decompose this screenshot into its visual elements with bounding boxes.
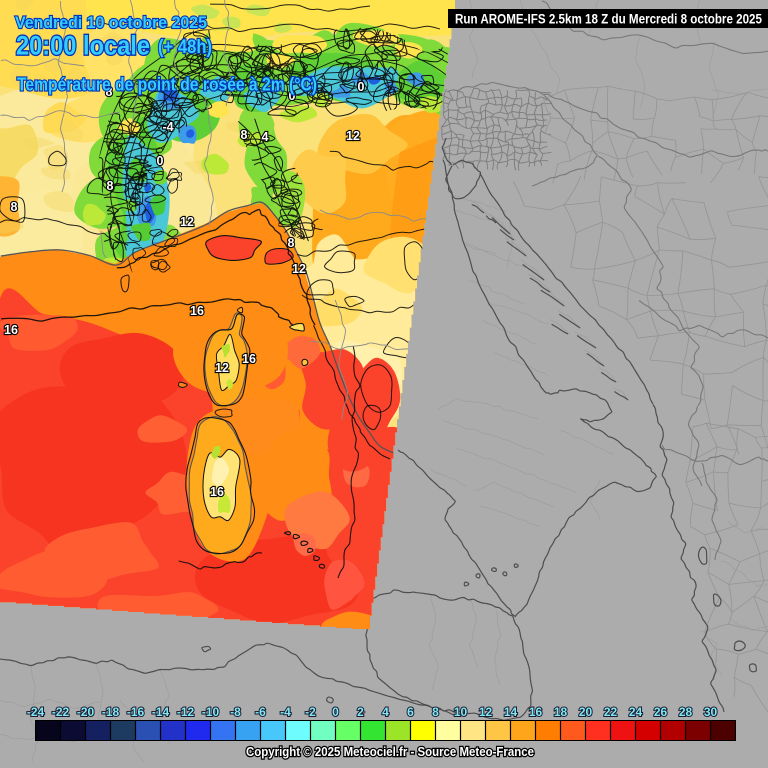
- svg-text:-4: -4: [162, 120, 173, 134]
- svg-text:Vendredi 10 octobre 2025: Vendredi 10 octobre 2025: [15, 13, 207, 32]
- svg-text:8: 8: [288, 236, 295, 250]
- svg-text:22: 22: [604, 705, 618, 719]
- svg-text:-12: -12: [177, 705, 195, 719]
- svg-text:8: 8: [107, 179, 114, 193]
- svg-text:16: 16: [4, 323, 18, 337]
- svg-text:-24: -24: [27, 705, 45, 719]
- svg-text:-8: -8: [230, 705, 241, 719]
- svg-text:0: 0: [358, 80, 365, 94]
- svg-text:6: 6: [407, 705, 414, 719]
- svg-text:-16: -16: [127, 705, 145, 719]
- svg-text:24: 24: [629, 705, 643, 719]
- svg-text:2: 2: [357, 705, 364, 719]
- svg-text:0: 0: [332, 705, 339, 719]
- svg-text:16: 16: [210, 485, 224, 499]
- svg-text:16: 16: [529, 705, 543, 719]
- svg-text:12: 12: [346, 129, 360, 143]
- svg-text:-18: -18: [102, 705, 120, 719]
- svg-text:Température de point de rosée: Température de point de rosée à 2m (°C): [17, 75, 317, 95]
- svg-text:0: 0: [157, 154, 164, 168]
- svg-text:-4: -4: [280, 705, 291, 719]
- svg-text:Run AROME-IFS 2.5km 18 Z du Me: Run AROME-IFS 2.5km 18 Z du Mercredi 8 o…: [455, 12, 762, 27]
- svg-text:20:00 locale: 20:00 locale: [16, 31, 150, 61]
- svg-text:4: 4: [382, 705, 389, 719]
- svg-text:-22: -22: [52, 705, 70, 719]
- svg-text:Copyright © 2025 Meteociel.fr: Copyright © 2025 Meteociel.fr - Source M…: [246, 745, 534, 759]
- svg-text:12: 12: [215, 361, 229, 375]
- svg-text:26: 26: [654, 705, 668, 719]
- svg-text:12: 12: [180, 215, 194, 229]
- svg-text:20: 20: [579, 705, 593, 719]
- svg-text:16: 16: [190, 304, 204, 318]
- svg-text:10: 10: [454, 705, 468, 719]
- svg-text:-10: -10: [202, 705, 220, 719]
- svg-text:28: 28: [679, 705, 693, 719]
- svg-text:0: 0: [289, 89, 296, 103]
- svg-text:8: 8: [432, 705, 439, 719]
- svg-text:8: 8: [11, 200, 18, 214]
- svg-text:8: 8: [106, 85, 113, 99]
- svg-text:12: 12: [292, 262, 306, 276]
- svg-text:14: 14: [504, 705, 518, 719]
- svg-text:16: 16: [242, 352, 256, 366]
- svg-text:-14: -14: [152, 705, 170, 719]
- svg-text:8: 8: [241, 128, 248, 142]
- svg-text:30: 30: [704, 705, 718, 719]
- svg-text:(+ 48h): (+ 48h): [158, 37, 212, 58]
- svg-text:-20: -20: [77, 705, 95, 719]
- svg-text:18: 18: [554, 705, 568, 719]
- svg-text:-2: -2: [305, 705, 316, 719]
- svg-text:4: 4: [262, 130, 269, 144]
- svg-text:12: 12: [479, 705, 493, 719]
- svg-text:-6: -6: [255, 705, 266, 719]
